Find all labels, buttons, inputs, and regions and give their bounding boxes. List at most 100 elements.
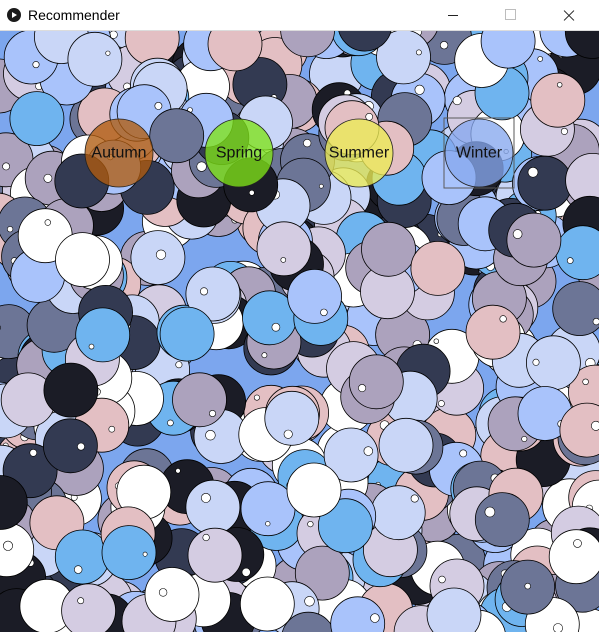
bubble[interactable] bbox=[370, 485, 426, 541]
bubble[interactable] bbox=[378, 417, 434, 473]
bubble[interactable] bbox=[426, 587, 482, 632]
bubble[interactable] bbox=[348, 354, 404, 410]
bubble[interactable] bbox=[506, 212, 562, 268]
bubble[interactable] bbox=[101, 525, 157, 580]
bubble[interactable] bbox=[159, 306, 215, 362]
season-circle bbox=[84, 118, 154, 188]
bubble[interactable] bbox=[517, 155, 573, 211]
bubble-dot bbox=[32, 61, 40, 69]
bubble[interactable] bbox=[530, 72, 586, 128]
bubble-dot bbox=[440, 41, 449, 50]
bubble-dot bbox=[158, 588, 168, 597]
bubble[interactable] bbox=[559, 402, 599, 458]
bubble-dot bbox=[283, 429, 293, 439]
season-circle bbox=[444, 118, 514, 188]
bubble-dot bbox=[209, 409, 217, 417]
bubble[interactable] bbox=[552, 281, 599, 336]
bubble[interactable] bbox=[361, 221, 416, 277]
bubble[interactable] bbox=[317, 498, 373, 554]
bubble-dot bbox=[512, 229, 523, 239]
bubble-dot bbox=[358, 384, 367, 393]
bubble-dot bbox=[592, 318, 599, 326]
maximize-button[interactable] bbox=[487, 0, 533, 30]
bubble-dot bbox=[155, 249, 167, 260]
bubble[interactable] bbox=[286, 462, 342, 518]
bubble[interactable] bbox=[338, 31, 392, 52]
bubble-dot bbox=[88, 343, 95, 350]
bubble[interactable] bbox=[67, 31, 123, 87]
bubble-dot bbox=[73, 565, 83, 574]
bubble-dot bbox=[202, 533, 210, 542]
bubble-dot bbox=[521, 435, 528, 442]
bubble[interactable] bbox=[55, 232, 110, 288]
bubble[interactable] bbox=[465, 304, 521, 360]
bubble-dot bbox=[175, 468, 181, 474]
season-label: Summer bbox=[329, 145, 390, 162]
bubble-dot bbox=[105, 50, 111, 56]
bubble-dot bbox=[438, 575, 446, 584]
season-circle bbox=[204, 118, 274, 188]
bubble[interactable] bbox=[280, 31, 335, 58]
bubble-dot bbox=[200, 287, 209, 296]
bubble-dot bbox=[43, 173, 53, 183]
bubble-dot bbox=[200, 492, 211, 503]
season-button-winter[interactable]: Winter bbox=[443, 117, 515, 189]
bubble-dot bbox=[591, 420, 599, 431]
bubble[interactable] bbox=[0, 475, 28, 530]
bubble-dot bbox=[363, 446, 373, 456]
bubble[interactable] bbox=[207, 31, 263, 72]
bubble[interactable] bbox=[149, 108, 205, 164]
bubble[interactable] bbox=[187, 527, 243, 583]
title-bar: Recommender bbox=[0, 0, 599, 31]
minimize-button[interactable] bbox=[430, 0, 476, 30]
bubble-dot bbox=[484, 506, 496, 518]
bubble[interactable] bbox=[239, 576, 295, 632]
season-button-spring[interactable]: Spring bbox=[204, 118, 274, 188]
bubble[interactable] bbox=[43, 362, 99, 418]
bubble[interactable] bbox=[564, 31, 599, 59]
bubble-dot bbox=[499, 315, 507, 323]
bubble[interactable] bbox=[75, 307, 131, 363]
bubble-dot bbox=[253, 394, 260, 401]
bubble[interactable] bbox=[323, 427, 379, 483]
bubble-dot bbox=[108, 425, 116, 433]
bubble[interactable] bbox=[144, 567, 200, 622]
season-button-autumn[interactable]: Autumn bbox=[84, 118, 154, 188]
bubble-dot bbox=[44, 219, 51, 226]
bubble-dot bbox=[77, 442, 85, 451]
bubble-dot bbox=[537, 56, 544, 62]
bubble[interactable] bbox=[474, 492, 530, 548]
bubble-dot bbox=[7, 226, 14, 233]
bubble[interactable] bbox=[376, 31, 431, 85]
bubble-dot bbox=[318, 183, 324, 189]
bubble[interactable] bbox=[9, 91, 65, 146]
bubble[interactable] bbox=[287, 268, 343, 324]
bubble[interactable] bbox=[185, 479, 241, 535]
season-circle bbox=[324, 118, 394, 188]
bubble-dot bbox=[437, 400, 445, 407]
bubble[interactable] bbox=[172, 372, 227, 428]
bubble[interactable] bbox=[61, 583, 116, 632]
season-label: Spring bbox=[216, 145, 262, 162]
bubble[interactable] bbox=[480, 31, 536, 69]
bubble[interactable] bbox=[294, 545, 350, 601]
bubble-dot bbox=[261, 352, 268, 359]
bubble[interactable] bbox=[410, 240, 466, 296]
bubble-dot bbox=[167, 419, 174, 427]
bubble[interactable] bbox=[256, 221, 312, 277]
bubble-dot bbox=[433, 338, 439, 344]
close-button[interactable] bbox=[545, 0, 591, 30]
bubble-canvas[interactable]: Autumn Spring Summer Winter bbox=[0, 31, 599, 632]
bubble[interactable] bbox=[43, 418, 98, 474]
bubble-dot bbox=[248, 189, 255, 196]
season-button-summer[interactable]: Summer bbox=[324, 118, 394, 188]
bubble-dot bbox=[582, 378, 589, 385]
bubble[interactable] bbox=[185, 266, 241, 322]
bubble-dot bbox=[414, 84, 425, 95]
bubble[interactable] bbox=[330, 596, 386, 632]
bubble[interactable] bbox=[264, 390, 320, 446]
bubble-dot bbox=[142, 551, 148, 557]
bubble[interactable] bbox=[548, 529, 599, 585]
bubble-dot bbox=[307, 521, 314, 528]
bubble[interactable] bbox=[281, 611, 335, 632]
